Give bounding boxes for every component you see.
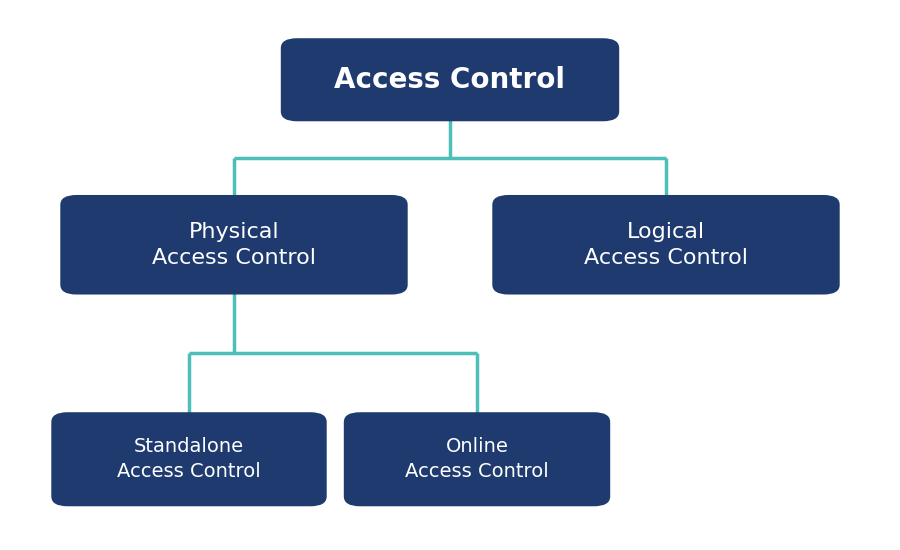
FancyBboxPatch shape [281, 39, 619, 122]
Text: Physical
Access Control: Physical Access Control [152, 222, 316, 268]
Text: Online
Access Control: Online Access Control [405, 437, 549, 481]
FancyBboxPatch shape [60, 195, 408, 295]
Text: Standalone
Access Control: Standalone Access Control [117, 437, 261, 481]
FancyBboxPatch shape [51, 412, 327, 506]
Text: Access Control: Access Control [335, 66, 565, 94]
FancyBboxPatch shape [344, 412, 610, 506]
Text: Logical
Access Control: Logical Access Control [584, 222, 748, 268]
FancyBboxPatch shape [492, 195, 840, 295]
